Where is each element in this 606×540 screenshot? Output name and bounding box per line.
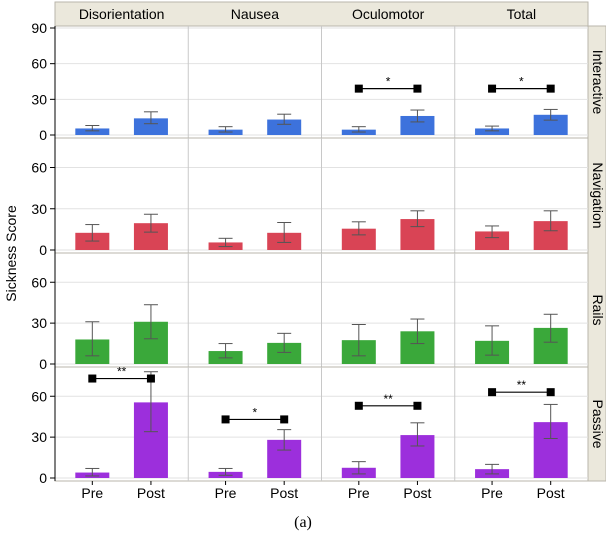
x-tick-label-post: Post: [137, 485, 165, 501]
significance-label: **: [117, 365, 127, 379]
significance-marker: [354, 401, 363, 410]
bar-interactive-disorientation-pre: [75, 128, 110, 135]
y-tick-label: 60: [31, 56, 47, 72]
significance-marker: [146, 374, 155, 383]
y-axis-label: Sickness Score: [3, 205, 19, 302]
significance-marker: [413, 401, 422, 410]
significance-marker: [354, 84, 363, 93]
significance-marker: [280, 415, 289, 424]
significance-marker: [413, 84, 422, 93]
bar-interactive-total-pre: [475, 128, 510, 135]
significance-label: *: [253, 405, 258, 419]
figure-caption: (a): [294, 514, 312, 531]
x-tick-label-pre: Pre: [481, 485, 503, 501]
y-tick-label: 60: [31, 388, 47, 404]
y-tick-label: 30: [31, 315, 47, 331]
significance-label: *: [519, 75, 524, 89]
row-label-navigation: Navigation: [590, 162, 606, 228]
y-tick-label: 60: [31, 274, 47, 290]
bar-interactive-oculomotor-post: [400, 115, 435, 135]
row-label-passive: Passive: [590, 399, 606, 448]
significance-label: *: [386, 75, 391, 89]
x-tick-label-pre: Pre: [348, 485, 370, 501]
x-tick-label-post: Post: [270, 485, 298, 501]
y-tick-label: 0: [39, 242, 47, 258]
significance-marker: [488, 84, 497, 93]
significance-label: **: [517, 378, 527, 392]
sickness-score-chart: Disorientation Nausea Oculomotor Total Sickn…: [3, 1, 606, 501]
x-tick-label-post: Post: [403, 485, 431, 501]
column-header-total: Total: [507, 6, 537, 22]
bar-interactive-nausea-post: [267, 119, 302, 135]
column-header-oculomotor: Oculomotor: [352, 6, 425, 22]
column-header-nausea: Nausea: [231, 6, 279, 22]
bar-navigation-total-pre: [475, 231, 510, 250]
y-tick-label: 30: [31, 91, 47, 107]
column-header-disorientation: Disorientation: [79, 6, 165, 22]
y-tick-label: 0: [39, 470, 47, 486]
y-tick-label: 30: [31, 429, 47, 445]
significance-label: **: [383, 392, 393, 406]
bar-interactive-disorientation-post: [133, 118, 168, 135]
column-header-strip: [54, 1, 589, 27]
x-tick-label-pre: Pre: [215, 485, 237, 501]
y-tick-label: 60: [31, 160, 47, 176]
bar-navigation-oculomotor-pre: [341, 228, 376, 250]
row-label-interactive: Interactive: [590, 50, 606, 115]
y-tick-label: 30: [31, 201, 47, 217]
bar-interactive-total-post: [533, 114, 568, 135]
y-tick-label: 90: [31, 20, 47, 36]
x-tick-label-post: Post: [537, 485, 565, 501]
significance-marker: [546, 388, 555, 397]
x-tick-label-pre: Pre: [81, 485, 103, 501]
y-tick-label: 0: [39, 127, 47, 143]
significance-marker: [221, 415, 230, 424]
significance-marker: [88, 374, 97, 383]
significance-marker: [488, 388, 497, 397]
y-tick-label: 0: [39, 356, 47, 372]
bar-rails-nausea-post: [267, 342, 302, 364]
significance-marker: [546, 84, 555, 93]
row-label-rails: Rails: [590, 294, 606, 325]
